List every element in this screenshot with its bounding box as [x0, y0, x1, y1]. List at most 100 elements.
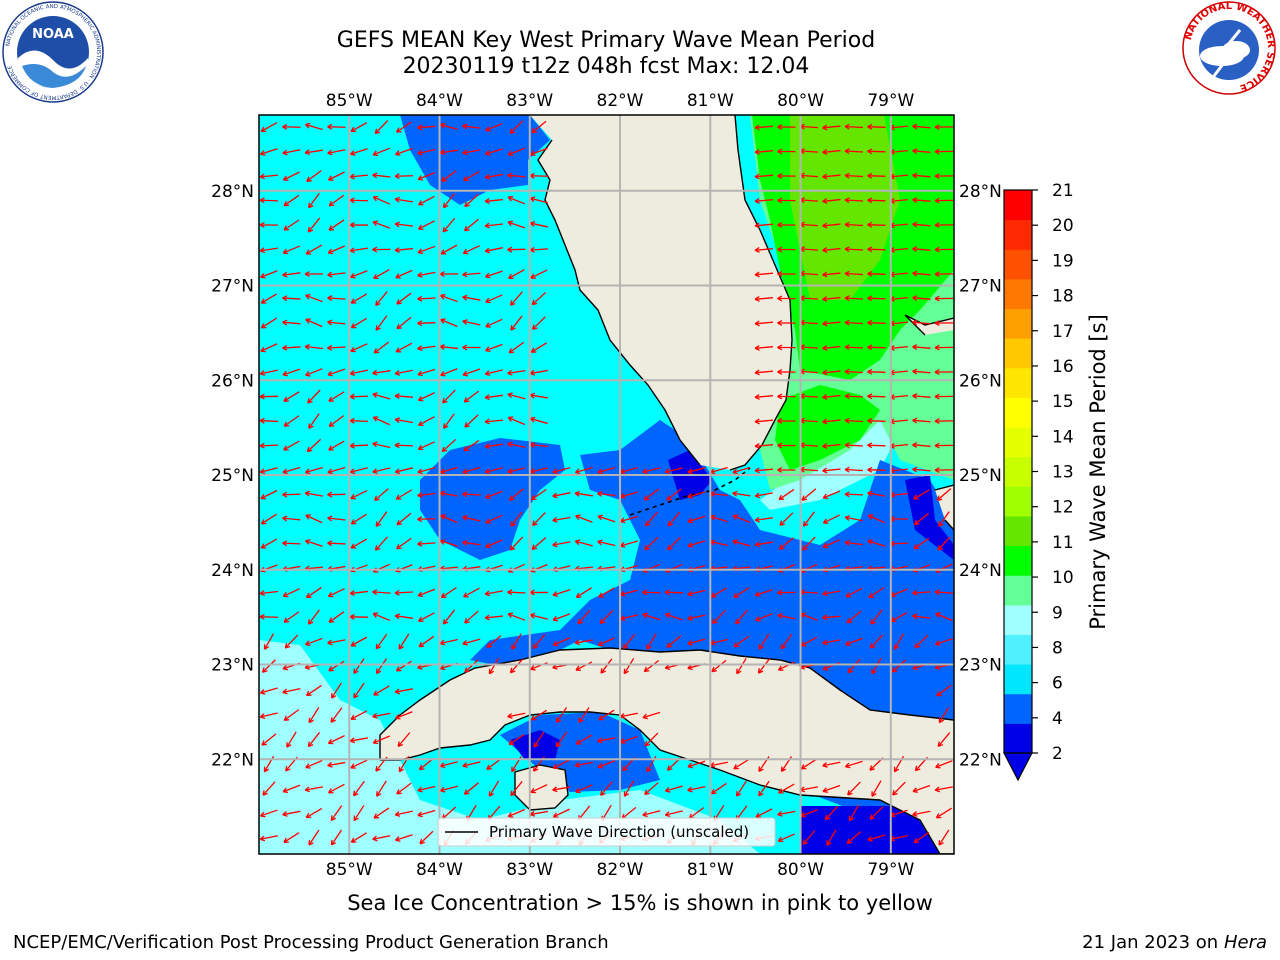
wave-arrow: [349, 148, 368, 156]
wave-arrow: [867, 393, 886, 400]
wave-arrow: [417, 785, 436, 793]
wave-arrow: [777, 368, 796, 375]
wave-arrow: [463, 218, 479, 232]
wave-arrow: [892, 781, 906, 796]
map-frame: [258, 114, 955, 855]
wave-arrow: [844, 344, 864, 351]
wave-arrow: [307, 389, 321, 404]
wave-arrow: [373, 685, 390, 696]
lat-tick-label-left: 22°N: [211, 750, 254, 770]
wave-arrow: [349, 369, 368, 376]
wave-arrow: [328, 611, 345, 623]
wave-arrow: [754, 271, 774, 278]
wave-arrow: [372, 220, 391, 229]
wave-arrow: [822, 296, 841, 302]
wave-arrow: [417, 441, 435, 451]
wave-arrow: [327, 588, 345, 598]
wave-arrow: [374, 120, 389, 135]
wave-arrow: [349, 467, 368, 475]
wave-arrow: [777, 295, 796, 302]
colorbar-swatch: [1004, 397, 1032, 428]
wave-direction-arrows: [259, 120, 954, 846]
wave-arrow: [822, 124, 841, 131]
wave-arrow: [935, 760, 953, 769]
wave-arrow: [510, 511, 523, 527]
wave-arrow: [779, 512, 794, 526]
wave-arrow: [282, 368, 301, 377]
wave-arrow: [867, 466, 886, 473]
axis-tick-labels: 85°W 85°W 84°W 84°W 83°W 83°W 82°W 82°W 81°W 81°W…: [211, 91, 1002, 880]
wave-arrow: [598, 587, 615, 598]
wave-arrow: [462, 515, 481, 522]
wave-arrow: [440, 514, 458, 524]
colorbar-tick-label: 14: [1052, 427, 1074, 447]
wave-arrow: [822, 247, 841, 253]
wave-arrow: [777, 810, 796, 817]
wave-arrow: [844, 197, 864, 204]
wave-arrow: [666, 635, 682, 648]
wave-arrow: [844, 246, 864, 253]
wave-arrow: [844, 515, 863, 522]
wave-arrow: [754, 222, 774, 229]
wave-arrow: [844, 319, 864, 326]
wave-arrow: [350, 270, 368, 279]
wave-arrow: [867, 344, 886, 351]
wave-arrow: [507, 589, 526, 596]
wave-arrow: [687, 760, 706, 769]
wave-arrow: [485, 539, 503, 549]
wave-arrow: [439, 761, 458, 769]
wave-arrow: [802, 511, 815, 527]
wave-arrow: [913, 831, 930, 844]
wave-arrow: [777, 613, 796, 620]
wave-arrow: [394, 369, 413, 376]
wave-arrow: [375, 291, 388, 307]
wave-arrow: [417, 220, 435, 230]
lat-tick-label-left: 28°N: [211, 182, 254, 202]
wave-arrow: [552, 467, 571, 475]
wave-arrow: [644, 511, 658, 527]
wave-arrow: [304, 149, 323, 156]
noaa-logo: NOAA NATIONAL OCEANIC AND ATMOSPHERIC AD…: [2, 1, 104, 103]
wave-arrow: [869, 634, 884, 649]
lon-tick-label-bottom: 79°W: [867, 860, 914, 880]
wave-arrow: [259, 221, 279, 228]
wave-arrow: [484, 222, 504, 229]
wave-arrow: [352, 780, 365, 797]
wave-arrow: [396, 292, 412, 305]
colorbar-extend-arrow: [1003, 752, 1033, 782]
wave-arrow: [439, 490, 458, 497]
wave-arrow: [507, 392, 526, 400]
wave-arrow: [822, 320, 841, 327]
wave-arrow: [484, 614, 504, 621]
wave-arrow: [261, 733, 277, 746]
wave-arrow: [462, 344, 481, 351]
wave-arrow: [304, 122, 323, 131]
wave-arrow: [710, 587, 728, 598]
wave-arrow: [574, 466, 593, 475]
wave-arrow: [464, 414, 479, 428]
wave-arrow: [778, 488, 795, 501]
coastline-isla-juventud: [514, 764, 569, 811]
wave-arrow: [305, 684, 322, 697]
wave-arrow: [462, 271, 481, 278]
wave-arrow: [488, 780, 500, 797]
wave-arrow: [372, 712, 391, 719]
wave-arrow: [508, 488, 524, 501]
wave-arrow: [754, 418, 774, 425]
wave-arrow: [462, 123, 481, 130]
wave-arrow: [777, 393, 796, 400]
wave-arrow: [937, 536, 951, 551]
wave-arrow: [373, 269, 390, 280]
wave-arrow: [867, 368, 886, 375]
wave-arrow: [260, 489, 278, 500]
colorbar-tick-label: 15: [1052, 392, 1074, 412]
wave-arrow: [259, 590, 279, 597]
wave-arrow: [349, 590, 369, 597]
wave-arrow: [822, 761, 841, 768]
wave-arrow: [372, 369, 391, 376]
wave-arrow: [912, 613, 931, 620]
wave-arrow: [327, 149, 346, 156]
wave-arrow: [395, 147, 413, 156]
wave-arrow: [822, 394, 841, 400]
lon-tick-label-bottom: 85°W: [326, 860, 373, 880]
